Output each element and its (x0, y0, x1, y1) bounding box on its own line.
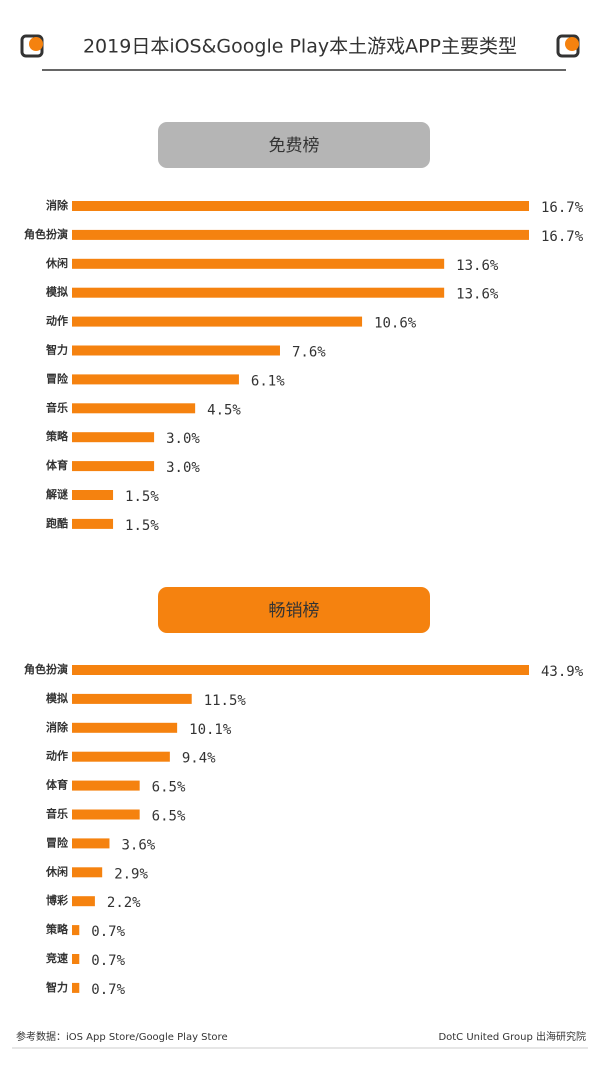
bar (72, 345, 280, 356)
bar (72, 518, 114, 529)
value-label: 13.6% (456, 287, 499, 303)
value-label: 6.1% (251, 373, 285, 389)
bar (72, 432, 155, 443)
category-label: 消除 (46, 720, 69, 734)
page-title: 2019日本iOS&Google Play本土游戏APP主要类型 (83, 36, 517, 58)
category-label: 跑酷 (46, 516, 68, 530)
value-label: 16.7% (541, 200, 584, 216)
chart-title: 畅销榜 (269, 601, 320, 621)
category-label: 解谜 (46, 487, 69, 501)
value-label: 0.7% (91, 982, 125, 998)
value-label: 6.5% (152, 780, 186, 796)
category-label: 冒险 (46, 835, 69, 849)
value-label: 6.5% (152, 809, 186, 825)
bar (72, 258, 445, 269)
category-label: 体育 (46, 458, 68, 472)
value-label: 1.5% (125, 489, 159, 505)
category-label: 角色扮演 (24, 662, 68, 676)
category-label: 动作 (46, 749, 68, 763)
bar (72, 954, 80, 964)
category-label: 策略 (45, 922, 69, 936)
bar (72, 722, 178, 733)
bar (72, 751, 170, 762)
category-label: 竞速 (46, 951, 68, 965)
bar (72, 490, 114, 500)
value-label: 9.4% (182, 751, 216, 767)
value-label: 3.0% (166, 460, 200, 476)
corner-icon (20, 34, 580, 58)
category-label: 策略 (45, 429, 69, 443)
value-label: 7.6% (292, 345, 326, 361)
category-label: 音乐 (46, 807, 68, 821)
category-label: 智力 (46, 980, 68, 994)
bar (72, 287, 445, 298)
category-label: 体育 (46, 778, 68, 792)
category-label: 冒险 (46, 371, 69, 385)
value-label: 0.7% (91, 953, 125, 969)
bar (72, 925, 80, 936)
bar (72, 838, 110, 849)
credit: DotC United Group 出海研究院 (438, 1030, 586, 1043)
bar (72, 665, 529, 675)
bar (72, 403, 196, 414)
bar (72, 867, 103, 878)
bar (72, 896, 95, 907)
bar (72, 229, 529, 240)
value-label: 10.6% (374, 316, 417, 332)
category-label: 模拟 (46, 285, 68, 299)
bar (72, 982, 80, 993)
category-label: 动作 (46, 314, 68, 328)
category-label: 休闲 (45, 256, 68, 270)
value-label: 3.0% (166, 431, 200, 447)
value-label: 3.6% (121, 837, 155, 853)
chart-title-badge (158, 122, 430, 168)
value-label: 2.2% (107, 895, 141, 911)
chart-title: 免费榜 (269, 136, 320, 156)
category-label: 角色扮演 (24, 227, 68, 241)
bar (72, 693, 192, 704)
bar (72, 201, 529, 211)
bar (72, 461, 155, 472)
value-label: 43.9% (541, 664, 584, 680)
category-label: 消除 (46, 198, 69, 212)
value-label: 16.7% (541, 229, 584, 245)
value-label: 1.5% (125, 518, 159, 534)
value-label: 11.5% (204, 693, 247, 709)
value-label: 13.6% (456, 258, 499, 274)
value-label: 10.1% (189, 722, 232, 738)
bar (72, 374, 239, 385)
category-label: 博彩 (46, 893, 68, 907)
category-label: 音乐 (46, 400, 68, 414)
bar (72, 809, 140, 820)
source: 参考数据：iOS App Store/Google Play Store (16, 1030, 228, 1043)
chart-title-badge (158, 587, 430, 633)
value-label: 0.7% (91, 924, 125, 940)
value-label: 4.5% (207, 402, 241, 418)
category-label: 智力 (46, 343, 68, 357)
value-label: 2.9% (114, 866, 148, 882)
bar (72, 316, 363, 327)
bar (72, 780, 140, 791)
category-label: 模拟 (46, 691, 68, 705)
category-label: 休闲 (45, 864, 68, 878)
